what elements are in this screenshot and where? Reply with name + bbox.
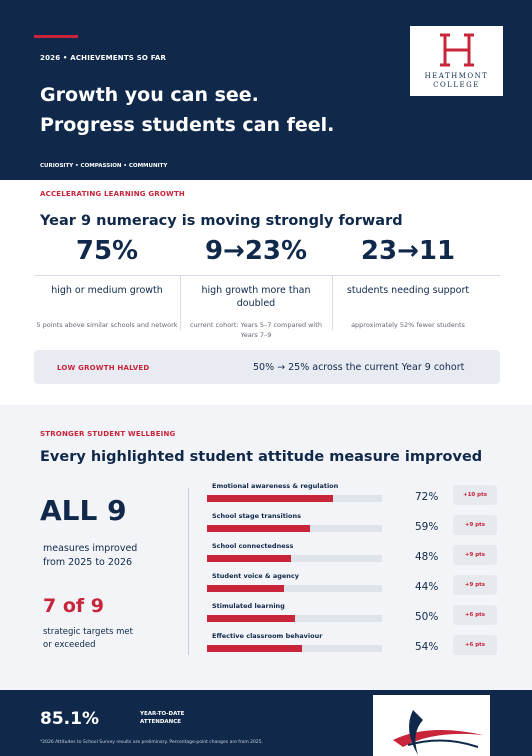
callout-text: 50% → 25% across the current Year 9 coho… xyxy=(253,362,465,373)
measure-value: 50% xyxy=(415,611,439,623)
bar xyxy=(207,615,295,622)
second-caption: strategic targets met or exceeded xyxy=(43,627,133,650)
headline: Growth you can see. Progress students ca… xyxy=(40,80,334,140)
wellbeing-section xyxy=(0,405,532,690)
bar xyxy=(207,585,284,592)
logo-text: HEATHMONT xyxy=(424,72,489,80)
second-figure: 7 of 9 xyxy=(43,595,104,617)
headline-line: Progress students can feel. xyxy=(40,114,335,136)
bar-track xyxy=(207,585,382,592)
divider xyxy=(180,275,181,330)
measure-value: 59% xyxy=(415,521,439,533)
section-eyebrow: ACCELERATING LEARNING GROWTH xyxy=(40,190,185,198)
divider xyxy=(188,488,189,655)
stat-note: current cohort: Years 5–7 compared with … xyxy=(190,321,322,339)
measure-name: School stage transitions xyxy=(212,512,301,520)
measure-name: Effective classroom behaviour xyxy=(212,632,323,640)
stat-figure: 9→23% xyxy=(204,236,308,266)
change-pill: +9 pts xyxy=(453,545,497,565)
section-eyebrow: STRONGER STUDENT WELLBEING xyxy=(40,430,176,438)
stat: 75% high or medium growth 5 points above s… xyxy=(34,236,180,330)
section-heading: Year 9 numeracy is moving strongly forwa… xyxy=(40,213,403,229)
logo-mark xyxy=(439,33,474,67)
accent xyxy=(34,35,78,38)
bar-track xyxy=(207,555,382,562)
callout-label: LOW GROWTH HALVED xyxy=(57,364,150,372)
attendance-figure: 85.1% xyxy=(40,709,99,729)
eyebrow: 2026 • ACHIEVEMENTS SO FAR xyxy=(40,54,167,62)
values: CURIOSITY • COMPASSION • COMMUNITY xyxy=(40,163,168,169)
stat-figure: 75% xyxy=(75,236,139,266)
stat-label: high growth more than doubled xyxy=(201,285,311,309)
footnote: *2026 Attitudes to School Survey results… xyxy=(40,740,264,745)
change-pill: +9 pts xyxy=(453,575,497,595)
bar xyxy=(207,645,302,652)
measure-value: 72% xyxy=(415,491,439,503)
change-pill: +9 pts xyxy=(453,515,497,535)
headline-line: Growth you can see. xyxy=(40,84,259,106)
divider xyxy=(34,275,500,276)
bar xyxy=(207,525,311,532)
big-caption: measures improved from 2025 to 2026 xyxy=(43,543,138,568)
stat-label: students needing support xyxy=(346,285,470,296)
big-figure: ALL 9 xyxy=(40,494,127,527)
change-pill: +6 pts xyxy=(453,605,497,625)
measure-name: Student voice & agency xyxy=(212,572,300,580)
measure-value: 54% xyxy=(415,641,439,653)
stat-label: high or medium growth xyxy=(51,285,163,296)
measure-value: 48% xyxy=(415,551,439,563)
measure-name: Emotional awareness & regulation xyxy=(212,482,339,490)
stat: 9→23% high growth more than doubled curren… xyxy=(183,236,329,340)
change-pill: +6 pts xyxy=(453,635,497,655)
logo: HEATHMONT COLLEGE xyxy=(410,26,503,96)
callout: LOW GROWTH HALVED 50% → 25% across the c… xyxy=(34,350,500,384)
measure-value: 44% xyxy=(415,581,439,593)
decorative-image xyxy=(373,695,490,756)
stat-note: 5 points above similar schools and netwo… xyxy=(36,321,178,329)
logo-text: COLLEGE xyxy=(433,81,480,89)
section-heading: Every highlighted student attitude measu… xyxy=(40,449,483,465)
stat: 23→11 students needing support approximate… xyxy=(335,236,481,330)
attendance-label: YEAR-TO-DATE ATTENDANCE xyxy=(140,711,185,725)
stat-note: approximately 52% fewer students xyxy=(351,321,465,329)
measure-name: Stimulated learning xyxy=(212,602,285,610)
divider xyxy=(332,275,333,330)
change-pill: +10 pts xyxy=(453,485,497,505)
measure-name: School connectedness xyxy=(212,542,294,550)
bar xyxy=(207,495,333,502)
bar xyxy=(207,555,291,562)
stat-figure: 23→11 xyxy=(360,236,456,266)
bar-track xyxy=(207,615,382,622)
